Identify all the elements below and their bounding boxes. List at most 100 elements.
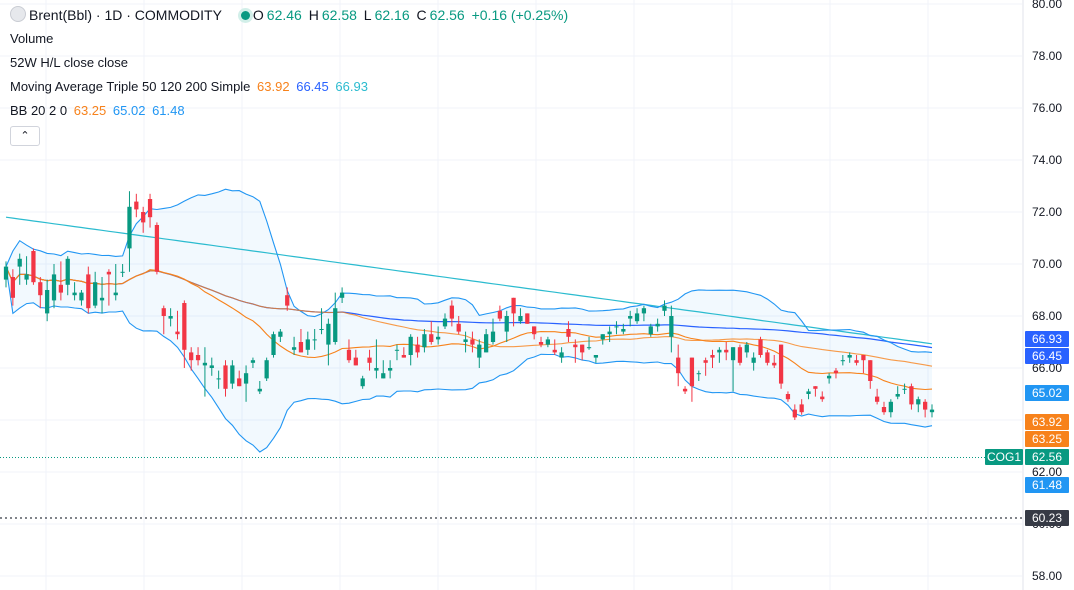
candle-body <box>628 316 633 319</box>
ma-label: Moving Average Triple 50 120 200 Simple <box>10 79 251 94</box>
candle <box>456 316 461 335</box>
candle-body <box>511 297 516 314</box>
candle <box>820 391 825 402</box>
low-value: 62.16 <box>374 7 410 23</box>
price-tick-label: 78.00 <box>1032 49 1063 63</box>
candle-body <box>223 365 228 389</box>
candle <box>490 318 496 345</box>
candle <box>209 357 214 376</box>
symbol-legend: Brent(Bbl) · 1D · COMMODITY O 62.46 H 62.58… <box>10 6 571 23</box>
last-price-tag: 62.56 <box>1025 449 1069 465</box>
candle-body <box>326 323 331 345</box>
candle <box>751 352 756 371</box>
candle-body <box>634 313 640 322</box>
candle <box>72 282 77 301</box>
price-tick-label: 68.00 <box>1032 309 1063 323</box>
price-tick-label: 74.00 <box>1032 153 1063 167</box>
candle <box>916 396 921 413</box>
candle-body <box>51 274 57 301</box>
hl52-legend[interactable]: 52W H/L close close <box>10 55 131 70</box>
volume-label: Volume <box>10 31 54 46</box>
candle-body <box>785 394 791 400</box>
candle-body <box>806 391 811 394</box>
market-status-icon[interactable] <box>240 11 250 20</box>
candle <box>326 318 331 366</box>
collapse-legend-button[interactable]: ⌃ <box>10 126 40 146</box>
candle <box>120 264 125 277</box>
candle <box>353 349 358 366</box>
candle <box>696 370 701 381</box>
candle <box>724 342 729 361</box>
candle-body <box>799 404 804 413</box>
candle <box>381 360 386 379</box>
ma50-value: 63.92 <box>257 79 290 94</box>
price-tick-label: 76.00 <box>1032 101 1063 115</box>
candle-body <box>422 334 427 348</box>
candle <box>250 357 256 368</box>
candle-body <box>682 388 688 392</box>
candle-body <box>278 331 283 337</box>
candle-body <box>525 313 530 324</box>
candle <box>778 344 784 389</box>
candle-body <box>141 212 146 223</box>
candle-body <box>168 316 173 319</box>
candle <box>895 386 900 400</box>
candle <box>600 334 605 345</box>
candle <box>134 193 139 218</box>
candle <box>79 290 84 306</box>
bb-legend[interactable]: BB 20 2 0 63.25 65.02 61.48 <box>10 103 188 118</box>
candle <box>497 305 502 322</box>
open-value: 62.46 <box>266 7 302 23</box>
candle-body <box>580 344 585 353</box>
candle-body <box>895 394 900 397</box>
candle-body <box>470 339 475 345</box>
candle-body <box>449 305 454 319</box>
candle <box>408 334 413 366</box>
candle-body <box>415 344 420 353</box>
candle <box>929 404 935 418</box>
bollinger-band-fill <box>6 189 932 452</box>
candle-body <box>559 352 564 358</box>
candle <box>243 365 249 402</box>
volume-legend[interactable]: Volume <box>10 31 56 46</box>
candle-body <box>538 342 544 345</box>
symbol-title[interactable]: Brent(Bbl) · 1D · COMMODITY <box>29 7 222 23</box>
candle-body <box>154 225 160 272</box>
candle <box>614 321 619 335</box>
candle-body <box>854 360 859 363</box>
candle-body <box>17 258 22 267</box>
candle-body <box>72 292 77 296</box>
candle-body <box>113 292 118 296</box>
candle-body <box>778 344 784 384</box>
candle-body <box>593 355 599 358</box>
candle-body <box>751 357 756 363</box>
price-tick-label: 62.00 <box>1032 465 1063 479</box>
candle <box>518 308 523 324</box>
candle <box>463 331 468 353</box>
candle <box>662 300 667 316</box>
candle-body <box>285 295 290 306</box>
candle <box>847 352 852 363</box>
candle-body <box>65 258 70 285</box>
candle-body <box>319 329 324 330</box>
low-label: L <box>363 7 372 23</box>
candle-body <box>182 303 187 350</box>
candle <box>216 370 221 389</box>
candle-body <box>545 339 551 345</box>
candle <box>147 193 153 228</box>
candle-body <box>669 316 674 337</box>
candle-body <box>490 331 496 342</box>
candle-body <box>820 396 825 400</box>
ma-legend[interactable]: Moving Average Triple 50 120 200 Simple … <box>10 79 371 94</box>
candle-body <box>257 388 262 392</box>
candle-body <box>552 349 557 353</box>
candle <box>655 318 660 332</box>
candle-body <box>833 370 839 374</box>
candle <box>3 261 9 288</box>
candle <box>141 206 146 233</box>
chevron-up-icon: ⌃ <box>20 130 30 142</box>
candle <box>792 404 797 420</box>
bb-lower-value: 61.48 <box>152 103 185 118</box>
candle-body <box>909 386 914 405</box>
